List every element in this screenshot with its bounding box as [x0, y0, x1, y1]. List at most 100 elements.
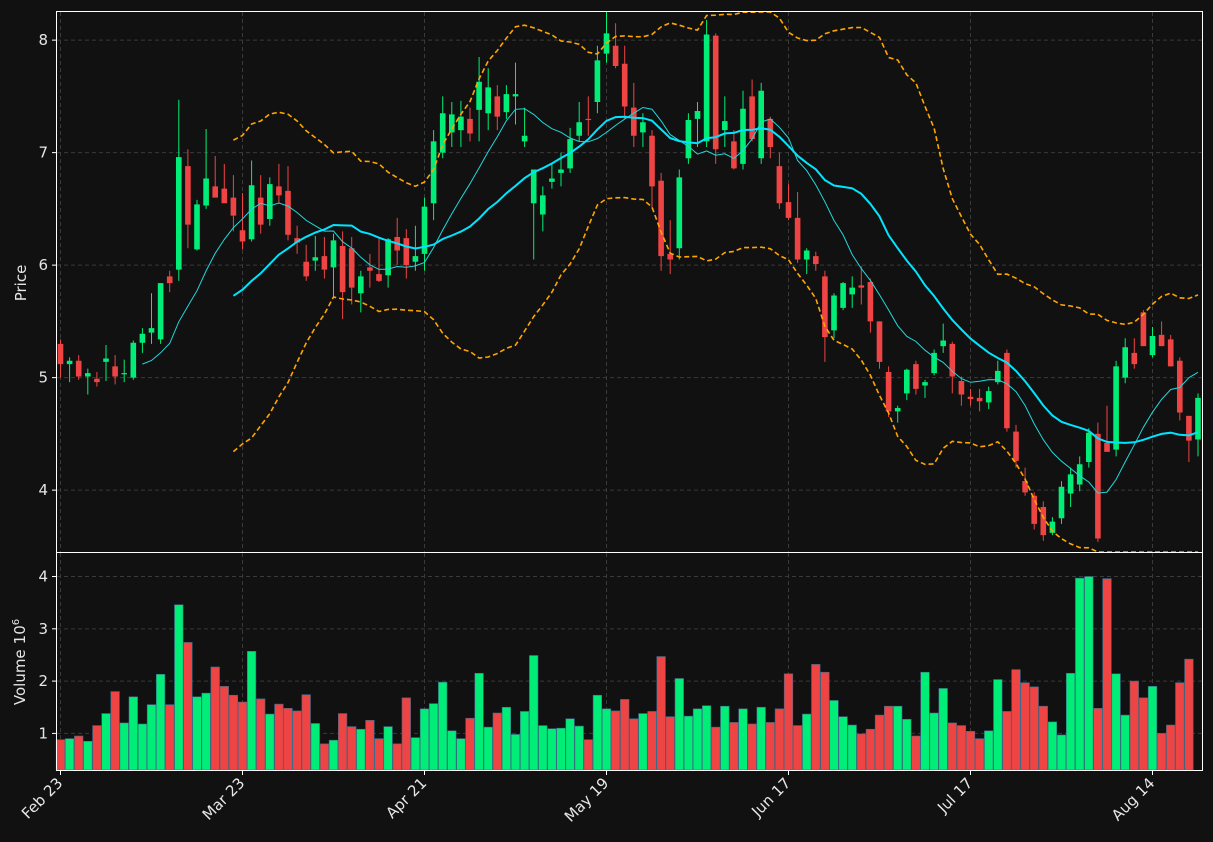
candle-body [876, 321, 883, 362]
candle-body [512, 94, 519, 97]
candle-body [576, 122, 582, 136]
candle-body [239, 230, 246, 242]
volume-tick-label: 3 [38, 620, 48, 638]
volume-bar [1147, 686, 1158, 771]
candle-body [412, 256, 419, 262]
candle-body [176, 157, 182, 270]
candle-body [221, 188, 228, 204]
candle-body [430, 141, 437, 204]
volume-bar [146, 704, 157, 771]
candle-body [530, 169, 537, 204]
candle-body [285, 190, 291, 235]
volume-bar [984, 730, 994, 771]
candle-body [1058, 486, 1065, 519]
candle-body [1177, 360, 1183, 413]
volume-bar [647, 711, 657, 771]
volume-bar [1184, 658, 1194, 771]
candle-body [913, 364, 919, 389]
volume-bar [792, 725, 803, 771]
candle-body [1049, 521, 1056, 533]
volume-bar [392, 743, 402, 771]
candle-body [1158, 334, 1165, 347]
volume-bar [956, 725, 966, 771]
candle-body [803, 250, 810, 260]
candle-body [1013, 431, 1019, 461]
volume-bar [219, 686, 229, 771]
volume-bar [419, 708, 430, 771]
candle-body [103, 358, 109, 362]
candle-body [1022, 481, 1028, 493]
candle-body [940, 340, 946, 347]
volume-bar [292, 710, 302, 771]
candle-body [376, 274, 382, 281]
volume-bar [756, 706, 766, 771]
volume-bar [483, 726, 493, 771]
volume-bar [665, 716, 675, 771]
candle-body [57, 343, 64, 365]
candle-body [449, 114, 455, 133]
candle-body [904, 369, 910, 394]
volume-bar [620, 699, 630, 771]
volume-bar [174, 604, 184, 771]
candle-body [631, 107, 637, 136]
candle-body [421, 206, 428, 254]
volume-bar [65, 738, 75, 771]
candle-body [312, 257, 319, 261]
volume-bar [1175, 682, 1185, 771]
candle-body [367, 267, 373, 271]
candle-body [230, 197, 237, 216]
ma-fast-line [142, 106, 1199, 494]
volume-bar [1138, 697, 1148, 771]
volume-bar [583, 739, 593, 771]
candle-body [248, 185, 255, 240]
candle-body [276, 186, 282, 196]
volume-bar [1020, 682, 1030, 771]
volume-y-tick-labels: 1 2 3 4 [38, 568, 57, 742]
candle-body [722, 121, 728, 131]
volume-bar [738, 708, 748, 771]
candle-body [667, 253, 673, 260]
volume-bar [529, 655, 539, 771]
candle-body [776, 166, 783, 204]
volume-bar [183, 642, 193, 771]
volume-label-exponent-base: 10 [11, 625, 29, 644]
candle-body [640, 122, 646, 133]
candle-body [121, 373, 127, 375]
candle-body [458, 116, 464, 131]
volume-bar [519, 711, 530, 771]
volume-bar [137, 723, 148, 771]
volume-tick-label: 1 [38, 724, 48, 742]
volume-bar [601, 708, 612, 771]
volume-bar [237, 701, 248, 771]
volume-bar [365, 720, 375, 771]
volume-bar [110, 691, 120, 771]
candle-body [822, 276, 828, 338]
volume-bar [1102, 578, 1112, 771]
volume-bar [247, 651, 257, 771]
volume-bar [683, 715, 693, 771]
volume-bar [1038, 705, 1048, 771]
candle-body [1031, 495, 1037, 524]
candle-body [840, 283, 846, 308]
volume-bar [328, 739, 339, 771]
candle-body [148, 328, 155, 333]
volume-bar [638, 713, 648, 771]
volume-bar [165, 704, 175, 771]
volume-y-axis-label: Volume 106 [11, 619, 29, 705]
price-tick-label: 7 [38, 144, 48, 162]
volume-bar [101, 713, 111, 771]
volume-bar [965, 731, 976, 771]
candle-body [1095, 433, 1101, 539]
price-tick-label: 8 [38, 31, 48, 49]
volume-bar [428, 703, 439, 771]
volume-bar [92, 725, 102, 771]
volume-bar [929, 712, 939, 771]
volume-bar [720, 705, 730, 771]
candle-body [1067, 474, 1074, 494]
candle-body [558, 169, 564, 173]
candle-body [1186, 415, 1192, 441]
candle-body [1131, 352, 1138, 365]
candle-body [139, 333, 146, 343]
ma-slow-line [232, 115, 1199, 444]
